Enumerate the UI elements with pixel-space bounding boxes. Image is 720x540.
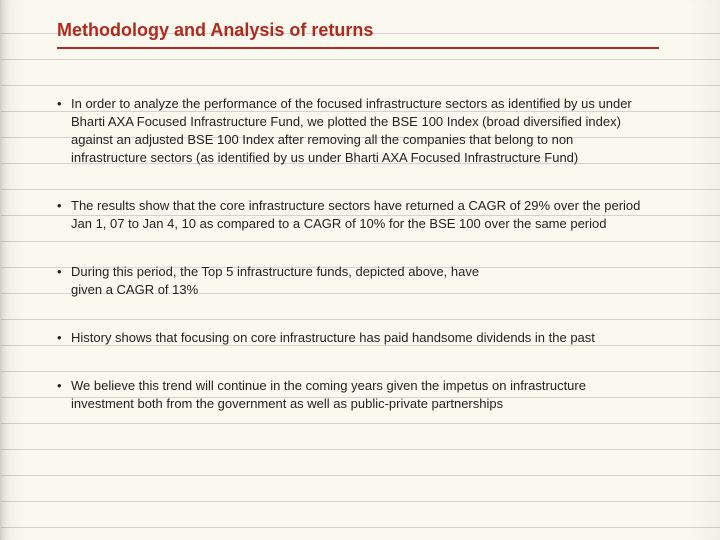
content-area: Methodology and Analysis of returns In o… [1,0,720,463]
bullet-item: The results show that the core infrastru… [57,197,647,233]
bullet-item: During this period, the Top 5 infrastruc… [57,263,497,299]
notebook-page: Methodology and Analysis of returns In o… [0,0,720,540]
bullet-list: In order to analyze the performance of t… [57,95,672,413]
bullet-item: In order to analyze the performance of t… [57,95,637,167]
bullet-item: We believe this trend will continue in t… [57,377,637,413]
title-underline [57,47,659,49]
page-title: Methodology and Analysis of returns [57,20,672,41]
bullet-item: History shows that focusing on core infr… [57,329,657,347]
